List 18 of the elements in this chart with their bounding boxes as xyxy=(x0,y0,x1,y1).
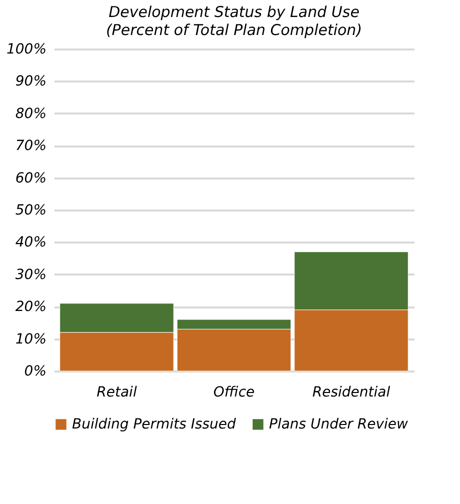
legend-label: Plans Under Review xyxy=(269,416,408,432)
x-tick-label: Office xyxy=(213,384,255,400)
y-tick-label: 60% xyxy=(15,170,46,186)
y-tick-label: 30% xyxy=(15,266,46,283)
chart-title: Development Status by Land Use xyxy=(108,3,360,21)
y-tick-label: 90% xyxy=(15,74,46,90)
chart-subtitle: (Percent of Total Plan Completion) xyxy=(106,21,362,39)
legend-label: Building Permits Issued xyxy=(72,416,236,432)
x-tick-label: Residential xyxy=(312,384,390,400)
y-tick-label: 40% xyxy=(15,234,46,251)
y-tick-label: 100% xyxy=(6,42,46,58)
y-tick-label: 20% xyxy=(15,299,46,316)
y-tick-label: 80% xyxy=(15,106,46,122)
y-tick-label: 50% xyxy=(15,202,46,218)
x-tick-label: Retail xyxy=(96,384,137,400)
y-tick-label: 0% xyxy=(24,364,46,380)
y-tick-label: 70% xyxy=(15,138,46,154)
y-tick-label: 10% xyxy=(15,331,46,348)
